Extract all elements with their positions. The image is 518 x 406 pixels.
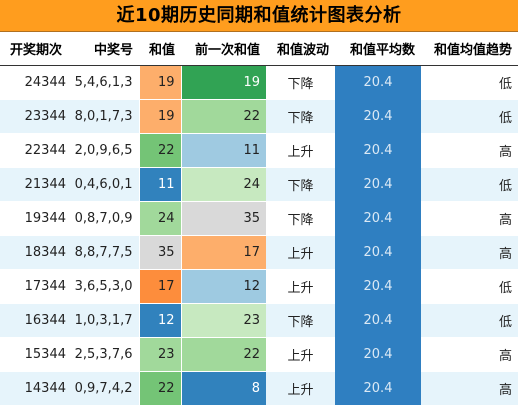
cell-average: 20.4 [335, 234, 421, 269]
cell-avg-trend: 高 [421, 370, 518, 405]
cell-sum: 19 [138, 98, 181, 133]
cell-sum: 17 [138, 268, 181, 303]
cell-sum: 19 [138, 64, 181, 99]
cell-sum: 12 [138, 302, 181, 337]
table-row: 19344 0,8,7,0,9 24 35 下降 20.4 高 [0, 200, 518, 235]
cell-avg-trend: 低 [421, 98, 518, 133]
table-row: 22344 2,0,9,6,5 22 11 上升 20.4 高 [0, 132, 518, 167]
cell-prev-sum: 22 [180, 98, 266, 133]
table-body: 24344 5,4,6,1,3 19 19 下降 20.4 低 23344 8,0,1,7,3 1… [0, 64, 518, 405]
table-row: 21344 0,4,6,0,1 11 24 下降 20.4 低 [0, 166, 518, 201]
cell-trend: 下降 [266, 302, 335, 337]
cell-period: 14344 [0, 370, 72, 405]
cell-average: 20.4 [335, 370, 421, 405]
cell-average: 20.4 [335, 302, 421, 337]
cell-numbers: 8,0,1,7,3 [72, 98, 139, 133]
cell-prev-sum: 8 [180, 370, 266, 405]
cell-sum: 24 [138, 200, 181, 235]
cell-period: 15344 [0, 336, 72, 371]
cell-numbers: 5,4,6,1,3 [72, 64, 139, 99]
cell-trend: 上升 [266, 370, 335, 405]
cell-avg-trend: 低 [421, 268, 518, 303]
cell-average: 20.4 [335, 336, 421, 371]
header-sum: 和值 [139, 32, 181, 66]
header-prev-sum: 前一次和值 [181, 32, 266, 66]
cell-average: 20.4 [335, 64, 421, 99]
cell-prev-sum: 19 [180, 64, 266, 99]
stats-table: 开奖期次 中奖号 和值 前一次和值 和值波动 和值平均数 和值均值趋势 2434… [0, 32, 518, 405]
table-row: 18344 8,8,7,7,5 35 17 上升 20.4 高 [0, 234, 518, 269]
cell-average: 20.4 [335, 98, 421, 133]
cell-avg-trend: 低 [421, 64, 518, 99]
table-row: 24344 5,4,6,1,3 19 19 下降 20.4 低 [0, 64, 518, 99]
cell-trend: 下降 [266, 64, 335, 99]
cell-trend: 上升 [266, 132, 335, 167]
cell-average: 20.4 [335, 132, 421, 167]
cell-prev-sum: 17 [180, 234, 266, 269]
cell-numbers: 1,0,3,1,7 [72, 302, 139, 337]
cell-numbers: 0,4,6,0,1 [72, 166, 139, 201]
header-row: 开奖期次 中奖号 和值 前一次和值 和值波动 和值平均数 和值均值趋势 [0, 32, 518, 66]
cell-trend: 下降 [266, 200, 335, 235]
cell-avg-trend: 高 [421, 132, 518, 167]
header-numbers: 中奖号 [72, 32, 139, 66]
cell-period: 22344 [0, 132, 72, 167]
cell-average: 20.4 [335, 268, 421, 303]
cell-prev-sum: 24 [180, 166, 266, 201]
cell-period: 21344 [0, 166, 72, 201]
cell-period: 16344 [0, 302, 72, 337]
chart-title: 近10期历史同期和值统计图表分析 [0, 0, 518, 32]
table-row: 23344 8,0,1,7,3 19 22 下降 20.4 低 [0, 98, 518, 133]
table-row: 17344 3,6,5,3,0 17 12 上升 20.4 低 [0, 268, 518, 303]
cell-period: 17344 [0, 268, 72, 303]
header-trend: 和值波动 [266, 32, 335, 66]
cell-numbers: 2,5,3,7,6 [72, 336, 139, 371]
cell-average: 20.4 [335, 200, 421, 235]
cell-numbers: 3,6,5,3,0 [72, 268, 139, 303]
header-average: 和值平均数 [335, 32, 421, 66]
table-row: 15344 2,5,3,7,6 23 22 上升 20.4 高 [0, 336, 518, 371]
cell-avg-trend: 高 [421, 336, 518, 371]
cell-period: 24344 [0, 64, 72, 99]
cell-trend: 上升 [266, 336, 335, 371]
cell-trend: 下降 [266, 98, 335, 133]
cell-trend: 上升 [266, 234, 335, 269]
cell-avg-trend: 高 [421, 200, 518, 235]
cell-sum: 22 [138, 370, 181, 405]
cell-sum: 11 [138, 166, 181, 201]
cell-average: 20.4 [335, 166, 421, 201]
cell-sum: 23 [138, 336, 181, 371]
cell-numbers: 8,8,7,7,5 [72, 234, 139, 269]
cell-prev-sum: 12 [180, 268, 266, 303]
cell-avg-trend: 低 [421, 166, 518, 201]
cell-period: 18344 [0, 234, 72, 269]
cell-numbers: 0,8,7,0,9 [72, 200, 139, 235]
cell-avg-trend: 低 [421, 302, 518, 337]
cell-sum: 35 [138, 234, 181, 269]
cell-prev-sum: 35 [180, 200, 266, 235]
cell-prev-sum: 22 [180, 336, 266, 371]
cell-numbers: 2,0,9,6,5 [72, 132, 139, 167]
cell-avg-trend: 高 [421, 234, 518, 269]
cell-period: 19344 [0, 200, 72, 235]
cell-period: 23344 [0, 98, 72, 133]
cell-numbers: 0,9,7,4,2 [72, 370, 139, 405]
cell-trend: 下降 [266, 166, 335, 201]
cell-prev-sum: 23 [180, 302, 266, 337]
cell-prev-sum: 11 [180, 132, 266, 167]
table-row: 14344 0,9,7,4,2 22 8 上升 20.4 高 [0, 370, 518, 405]
table-row: 16344 1,0,3,1,7 12 23 下降 20.4 低 [0, 302, 518, 337]
header-avg-trend: 和值均值趋势 [421, 32, 518, 66]
cell-trend: 上升 [266, 268, 335, 303]
header-period: 开奖期次 [0, 32, 72, 66]
cell-sum: 22 [138, 132, 181, 167]
